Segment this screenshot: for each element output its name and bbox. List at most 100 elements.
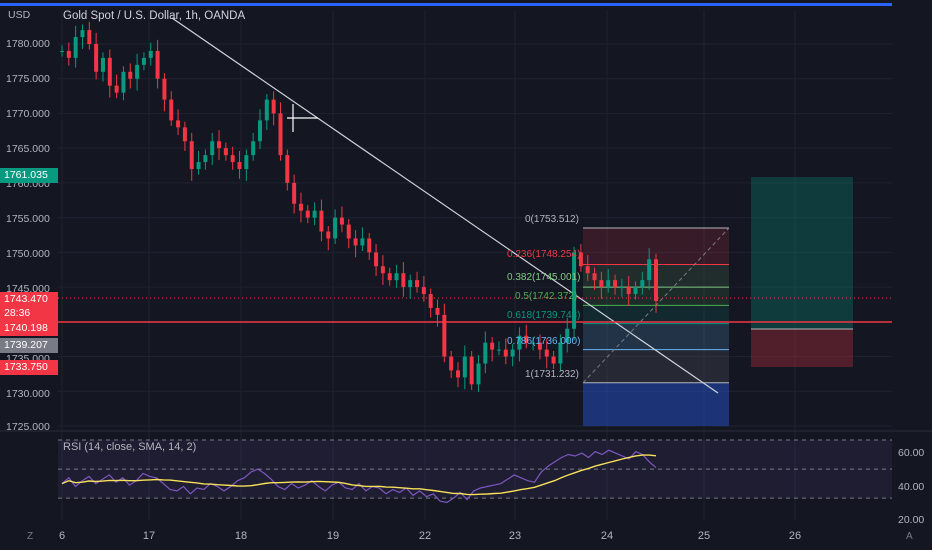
candle-body bbox=[394, 273, 399, 281]
candle-body bbox=[298, 203, 303, 211]
candle-body bbox=[237, 162, 242, 170]
time-tick: 18 bbox=[234, 530, 248, 542]
candle-body bbox=[169, 99, 174, 121]
candle-body bbox=[408, 280, 413, 288]
candle-body bbox=[558, 342, 563, 364]
candle-body bbox=[230, 155, 235, 163]
candle-body bbox=[462, 356, 467, 378]
fib-zone bbox=[583, 382, 729, 426]
candle-body bbox=[258, 120, 262, 142]
fib-level-label: 0.236(1748.254) bbox=[507, 249, 581, 260]
time-tick: 24 bbox=[600, 530, 614, 542]
price-tick: 1750.000 bbox=[6, 248, 50, 260]
rsi-title[interactable]: RSI (14, close, SMA, 14, 2) bbox=[63, 441, 197, 453]
candle-body bbox=[626, 287, 631, 295]
candle-body bbox=[619, 287, 624, 289]
candle-body bbox=[421, 287, 426, 295]
candle-body bbox=[387, 273, 392, 281]
candle-body bbox=[141, 57, 146, 65]
candle-body bbox=[531, 342, 536, 344]
candle-body bbox=[517, 335, 522, 350]
candle-body bbox=[585, 266, 590, 274]
candle-body bbox=[572, 252, 577, 329]
fib-zone bbox=[583, 305, 729, 324]
time-tick: 26 bbox=[788, 530, 802, 542]
rsi-ma-line bbox=[61, 454, 657, 496]
candle-body bbox=[223, 148, 228, 156]
profit-zone bbox=[751, 177, 853, 329]
top-accent-bar bbox=[0, 3, 892, 6]
candle-body bbox=[94, 44, 99, 72]
candle-body bbox=[599, 280, 604, 288]
price-tag-gray: 1739.207 bbox=[0, 338, 58, 353]
candle-body bbox=[333, 217, 338, 239]
time-tick: 23 bbox=[508, 530, 522, 542]
price-tick: 1770.000 bbox=[6, 108, 50, 120]
fib-level-label: 0.786(1736.000) bbox=[507, 336, 581, 347]
candle-body bbox=[613, 280, 618, 288]
candle-body bbox=[312, 210, 317, 218]
price-tag-stop: 1733.750 bbox=[0, 360, 58, 375]
candle-body bbox=[292, 182, 297, 204]
candle-body bbox=[367, 238, 372, 253]
candle-body bbox=[217, 141, 222, 149]
candle-body bbox=[374, 252, 379, 267]
candle-body bbox=[80, 30, 85, 38]
fib-level-label: 0.618(1739.743) bbox=[507, 310, 581, 321]
countdown-tag: 28:36 bbox=[0, 306, 58, 321]
candle-body bbox=[442, 314, 447, 357]
price-tick: 1725.000 bbox=[6, 421, 50, 433]
candle-body bbox=[544, 349, 549, 357]
time-tick: 19 bbox=[326, 530, 340, 542]
candle-body bbox=[319, 210, 324, 232]
price-tick: 1775.000 bbox=[6, 73, 50, 85]
candle-body bbox=[654, 259, 658, 301]
candle-body bbox=[469, 356, 474, 385]
price-tick: 1765.000 bbox=[6, 143, 50, 155]
candle-body bbox=[496, 349, 501, 351]
candle-body bbox=[285, 155, 290, 183]
candle-body bbox=[66, 50, 71, 58]
candle-body bbox=[510, 349, 515, 357]
candle-body bbox=[647, 259, 652, 281]
symbol-title[interactable]: Gold Spot / U.S. Dollar, 1h, OANDA bbox=[63, 10, 246, 22]
currency-label: USD bbox=[8, 9, 31, 21]
price-tag-line: 1740.198 bbox=[0, 321, 58, 336]
candle-body bbox=[456, 370, 460, 378]
candle-body bbox=[633, 287, 638, 295]
candle-body bbox=[339, 217, 344, 225]
candle-body bbox=[271, 99, 276, 114]
fib-level-label: 0.5(1742.372) bbox=[515, 291, 578, 302]
candle-body bbox=[196, 162, 201, 170]
fib-zone bbox=[583, 349, 729, 383]
candle-body bbox=[114, 85, 119, 93]
zoom-reset-icon[interactable]: Z bbox=[27, 531, 34, 542]
candle-body bbox=[87, 30, 92, 44]
price-tick: 1755.000 bbox=[6, 213, 50, 225]
candle-body bbox=[524, 335, 529, 343]
rsi-tick: 60.00 bbox=[898, 447, 925, 459]
candle-body bbox=[415, 280, 420, 288]
candle-body bbox=[353, 238, 358, 246]
candle-body bbox=[107, 57, 112, 86]
rsi-tick: 20.00 bbox=[898, 514, 925, 526]
auto-scale-icon[interactable]: A bbox=[906, 531, 913, 542]
candle-body bbox=[503, 349, 508, 357]
time-tick: 25 bbox=[697, 530, 711, 542]
candle-body bbox=[60, 50, 64, 52]
candle-body bbox=[578, 252, 583, 267]
candle-body bbox=[428, 294, 433, 308]
candle-body bbox=[176, 120, 181, 128]
stop-zone bbox=[751, 329, 853, 367]
candle-body bbox=[203, 155, 208, 163]
fib-level-label: 1(1731.232) bbox=[525, 369, 579, 380]
price-tag-last: 1743.470 bbox=[0, 292, 58, 307]
candle-body bbox=[483, 342, 488, 364]
candle-body bbox=[346, 224, 351, 239]
candle-body bbox=[476, 363, 481, 385]
candle-body bbox=[148, 50, 153, 58]
price-tick: 1780.000 bbox=[6, 38, 50, 50]
candle-body bbox=[128, 71, 133, 79]
